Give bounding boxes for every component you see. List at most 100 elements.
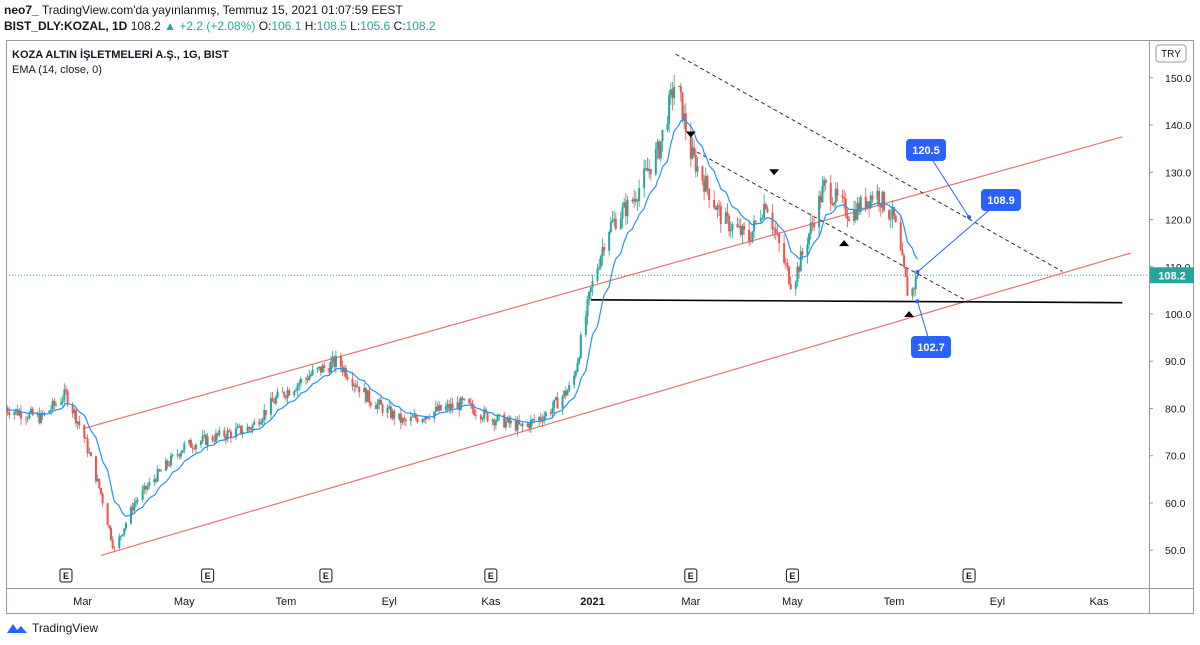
candle-body: [241, 431, 244, 434]
tradingview-brand[interactable]: TradingView: [6, 621, 98, 635]
candle-body: [809, 222, 812, 234]
candle-body: [753, 220, 756, 232]
candle-body: [889, 218, 892, 220]
earnings-event-label: E: [688, 571, 694, 581]
price-tick-label: 120.0: [1165, 215, 1191, 227]
open-label: O:: [258, 19, 272, 33]
candle-body: [706, 176, 709, 189]
last-price-tag: 108.2: [1150, 267, 1194, 284]
candle-body: [274, 397, 277, 404]
candle-body: [323, 365, 326, 368]
chart-container[interactable]: 50.060.070.080.090.0100.0110.0120.0130.0…: [5, 40, 1194, 614]
candle-body: [819, 195, 822, 203]
candle-body: [141, 489, 144, 500]
earnings-event-icon: [319, 568, 333, 583]
candle-body: [864, 196, 867, 208]
candle-body: [199, 441, 202, 445]
candle-body: [899, 222, 902, 251]
candle-body: [299, 378, 302, 384]
candle-body: [596, 268, 599, 282]
candle-body: [19, 411, 22, 419]
candle-body: [319, 366, 322, 373]
candle-body: [496, 415, 499, 422]
candle-body: [848, 219, 851, 221]
candle-body: [463, 398, 466, 400]
candle-body: [71, 404, 74, 414]
candle-body: [304, 378, 307, 380]
candle-body: [24, 418, 27, 420]
earnings-event-icon: [201, 568, 215, 583]
earnings-event-label: E: [488, 571, 494, 581]
candle-body: [471, 403, 474, 410]
candle-body: [158, 469, 161, 471]
candle-body: [108, 525, 111, 528]
trend-line-support: [590, 299, 1123, 304]
candle-body: [38, 413, 41, 423]
time-tick-label: Kas: [481, 596, 500, 608]
candle-body: [343, 367, 346, 373]
brand-text: TradingView: [32, 621, 99, 635]
price-change: +2.2 (+2.08%): [179, 19, 256, 33]
candle-body: [119, 535, 122, 537]
candle-body: [784, 262, 787, 264]
candle-body: [539, 417, 542, 420]
candle-body: [318, 366, 321, 368]
candle-body: [786, 263, 789, 267]
tradingview-logo-icon: [7, 624, 27, 633]
time-tick-label: Kas: [1090, 596, 1109, 608]
currency-box[interactable]: TRY: [1155, 44, 1187, 63]
candle-body: [191, 447, 194, 449]
candle-body: [273, 401, 276, 404]
candle-body: [739, 225, 742, 235]
author-name[interactable]: neo7_: [4, 3, 39, 17]
candle-body: [28, 412, 31, 419]
earnings-event-icon: [59, 568, 73, 583]
candle-body: [748, 229, 751, 241]
candle-body: [286, 390, 289, 399]
candle-body: [691, 147, 694, 159]
candle-body: [696, 166, 699, 172]
time-axis[interactable]: Mar May Tem Eyl Kas 2021 Mar May Tem Eyl Kas: [73, 596, 1109, 608]
candle-body: [914, 276, 917, 290]
time-tick-label: Eyl: [990, 596, 1005, 608]
candle-body: [436, 406, 439, 411]
annotation-anchor: [915, 299, 920, 304]
candle-body: [169, 455, 172, 466]
chart-title: KOZA ALTIN İŞLETMELERİ A.Ş., 1G, BIST: [12, 48, 229, 61]
candle-body: [719, 206, 722, 224]
candle-body: [564, 390, 567, 396]
candle-body: [716, 205, 719, 210]
candle-body: [693, 147, 696, 155]
candle-body: [634, 198, 637, 202]
price-axis[interactable]: 50.060.070.080.090.0100.0110.0120.0130.0…: [1149, 73, 1191, 557]
annotation-anchor: [967, 215, 972, 220]
annotation-label: 120.5: [912, 145, 940, 157]
price-tick-label: 80.0: [1165, 403, 1186, 415]
candle-body: [76, 421, 79, 424]
candle-body: [829, 183, 832, 204]
candle-body: [134, 501, 137, 503]
candle-body: [603, 247, 606, 251]
trend-line-resistance-1: [675, 53, 1063, 272]
candle-body: [631, 199, 634, 202]
candle-body: [789, 283, 792, 289]
symbol-name: BIST_DLY:KOZAL, 1D: [4, 19, 128, 33]
high-value: 108.5: [316, 19, 347, 33]
price-annotations[interactable]: 120.5 108.9 102.7: [906, 139, 1021, 358]
candle-body: [469, 403, 472, 404]
candle-body: [121, 534, 124, 536]
candle-body: [621, 207, 624, 219]
candle-body: [99, 487, 102, 494]
candle-body: [668, 94, 671, 124]
candle-body: [203, 434, 206, 437]
earnings-event-icon: [484, 568, 498, 583]
candle-body: [468, 398, 471, 404]
candle-body: [249, 428, 252, 430]
candle-body: [413, 415, 416, 418]
price-chart[interactable]: 50.060.070.080.090.0100.0110.0120.0130.0…: [5, 40, 1194, 614]
candle-body: [248, 426, 251, 429]
candle-body: [506, 417, 509, 422]
candle-body: [823, 180, 826, 186]
candle-body: [164, 460, 167, 471]
